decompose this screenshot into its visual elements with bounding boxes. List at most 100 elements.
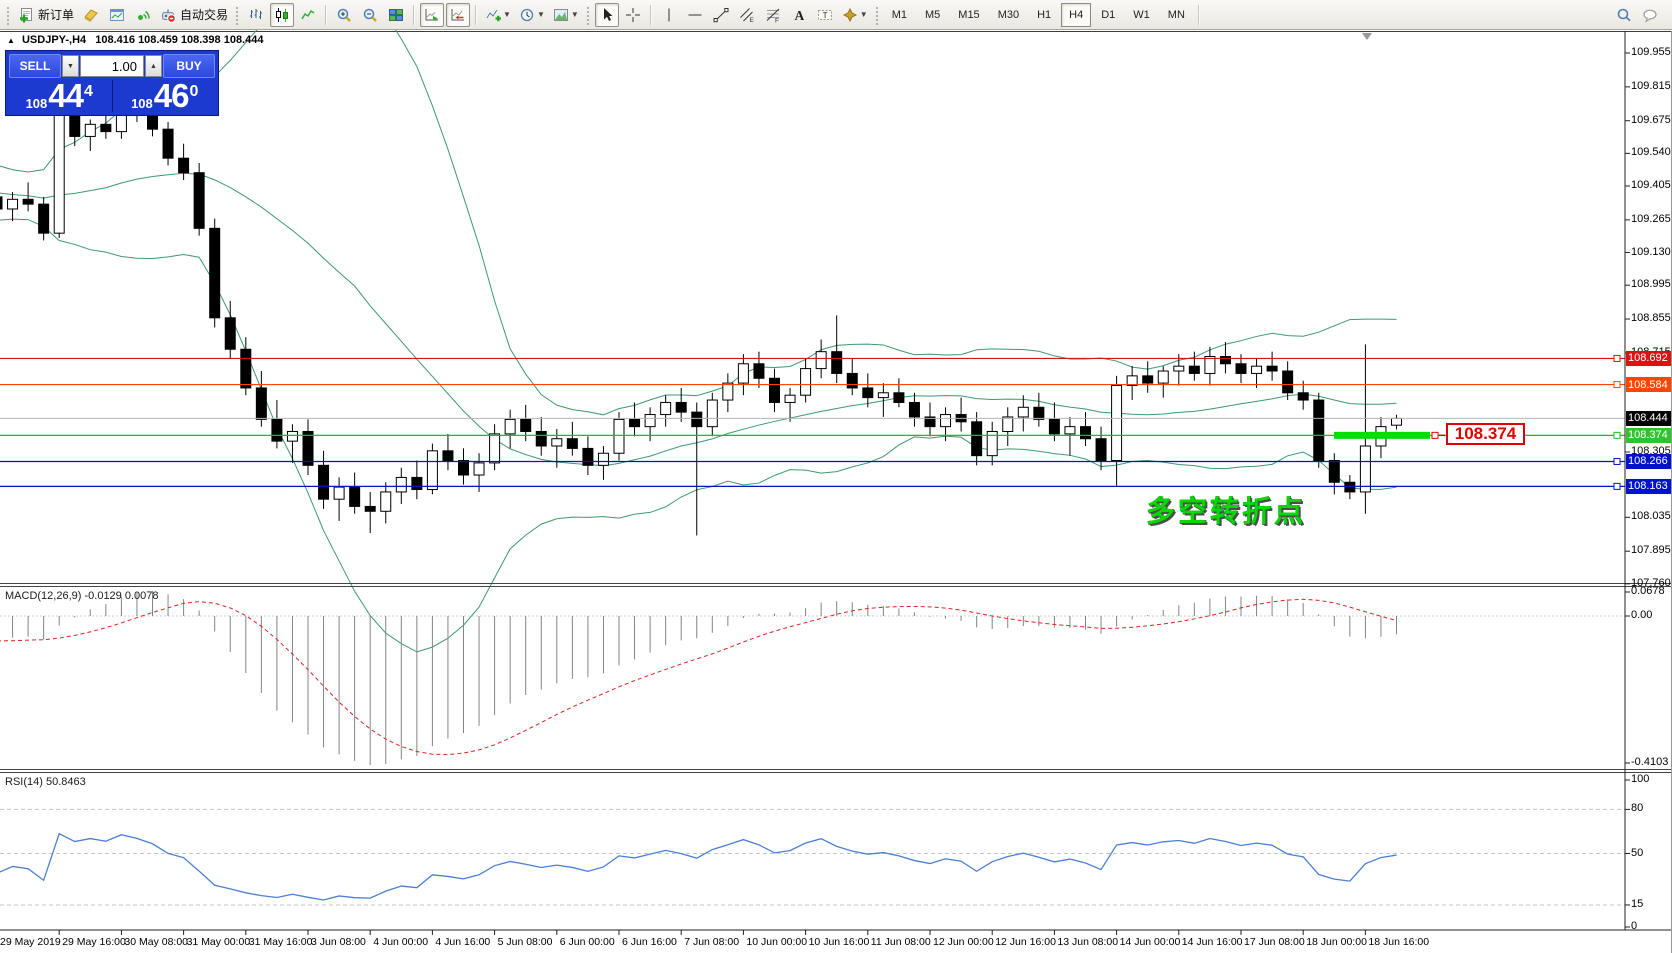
chart-shift-button[interactable] (446, 2, 471, 27)
timeframe-button-m15[interactable]: M15 (958, 8, 980, 21)
collapse-arrow-icon[interactable]: ▲ (7, 36, 15, 45)
candle-body (224, 317, 236, 350)
candle-body (1344, 481, 1356, 493)
candle-body (831, 351, 843, 374)
templates-button[interactable]: ▼ (550, 3, 582, 27)
toolbar-grip-handle[interactable] (584, 4, 590, 25)
price-axis-tick: 108.035 (1631, 510, 1671, 523)
new-order-button[interactable]: 新订单 (15, 3, 77, 27)
autotrading-button[interactable]: 自动交易 (157, 3, 231, 27)
toolbar-grip-handle[interactable] (234, 4, 240, 25)
chart-line-button[interactable] (296, 3, 320, 27)
timeframe-button-h4[interactable]: H4 (1061, 2, 1092, 27)
toolbar-separator (475, 4, 478, 25)
timeframe-button-m5[interactable]: M5 (925, 8, 941, 21)
timeframe-button-d1[interactable]: D1 (1101, 8, 1116, 21)
timeframe-button-h1[interactable]: H1 (1037, 8, 1052, 21)
candle-body (100, 123, 112, 133)
vertical-line-icon (661, 7, 677, 23)
chat-icon (1642, 7, 1658, 23)
chart-window[interactable] (0, 31, 1672, 953)
toolbar-separator (1197, 4, 1200, 25)
highlighted-trendline (1334, 431, 1430, 439)
line-end-marker (1613, 381, 1621, 389)
buy-price[interactable]: 108 46 0 (131, 77, 199, 114)
macd-signal-line (0, 598, 1397, 756)
zoom-in-button[interactable] (332, 3, 356, 27)
signals-button[interactable] (131, 3, 155, 27)
indicators-button[interactable]: ▼ (482, 3, 514, 27)
sell-price[interactable]: 108 44 4 (25, 77, 93, 114)
candle-body (1142, 375, 1154, 384)
volume-input[interactable]: 1.00 (80, 55, 144, 77)
candle-body (473, 462, 485, 476)
candle-body (1173, 365, 1185, 372)
candle-body (38, 203, 50, 234)
arrows-button[interactable]: ▼ (839, 3, 871, 27)
date-label: 18 Jun 00:00 (1306, 936, 1367, 948)
candle-body (784, 394, 796, 403)
periods-button[interactable]: ▼ (516, 3, 548, 27)
crosshair-icon (625, 7, 641, 23)
search-button[interactable] (1612, 3, 1636, 27)
price-axis-tick: 109.955 (1631, 46, 1671, 58)
timeframe-button-m1[interactable]: M1 (891, 8, 907, 21)
toolbar-grip-handle[interactable] (5, 4, 10, 25)
candle-body (286, 430, 298, 442)
sell-button[interactable]: SELL (9, 54, 61, 78)
trendline-price-label[interactable]: 108.374 (1446, 423, 1525, 445)
date-label: 29 May 2019 (0, 936, 61, 948)
candle-body (349, 486, 361, 507)
profile-button[interactable] (105, 3, 129, 27)
candle-body (675, 401, 687, 413)
candle-body (1002, 416, 1014, 432)
timeframe-button-w1[interactable]: W1 (1133, 8, 1150, 21)
auto-scroll-button[interactable] (420, 2, 445, 27)
timeframe-button-m30[interactable]: M30 (997, 8, 1020, 21)
periods-icon (519, 7, 535, 23)
chat-button[interactable] (1638, 3, 1662, 27)
buy-button[interactable]: BUY (163, 54, 215, 78)
candle-body (1266, 365, 1278, 372)
volume-increase-button[interactable]: ▲ (145, 55, 162, 77)
candle-body (971, 421, 983, 457)
date-label: 31 May 16:00 (248, 936, 313, 948)
symbol-info[interactable]: ▲ USDJPY-,H4 108.416 108.459 108.398 108… (7, 34, 263, 46)
trendline-button[interactable] (709, 3, 733, 27)
text-label-button[interactable]: T (813, 3, 837, 27)
chart-candles-button[interactable] (270, 2, 295, 27)
toolbar-grip-handle[interactable] (873, 4, 879, 25)
equidistant-channel-button[interactable]: E (735, 3, 759, 27)
rsi-axis-tick: 0 (1631, 920, 1638, 932)
zoom-out-button[interactable] (358, 3, 382, 27)
text-button[interactable]: A (787, 3, 811, 27)
toolbar-separator (649, 4, 652, 25)
styler-button[interactable] (79, 3, 103, 27)
fibonacci-icon: F (765, 7, 781, 23)
cursor-button[interactable] (594, 2, 619, 27)
horizontal-line-button[interactable] (683, 3, 707, 27)
timeframe-button-mn[interactable]: MN (1167, 8, 1185, 21)
volume-decrease-button[interactable]: ▼ (62, 55, 79, 77)
candle-body (411, 476, 423, 491)
candle-body (1188, 365, 1200, 374)
date-label: 18 Jun 16:00 (1368, 936, 1430, 948)
candle-body (1251, 365, 1263, 374)
candle-body (364, 505, 376, 512)
crosshair-button[interactable] (621, 3, 645, 27)
candle-body (489, 433, 501, 464)
fibonacci-button[interactable]: F (761, 3, 785, 27)
rsi-line (0, 832, 1397, 901)
candle-body (1126, 375, 1138, 387)
chinese-annotation[interactable]: 多空转折点 (1146, 496, 1307, 528)
autotrading-icon (160, 7, 176, 23)
price-tag: 108.444 (1626, 410, 1671, 426)
vertical-line-button[interactable] (657, 3, 681, 27)
candle-body (706, 399, 718, 428)
tile-windows-button[interactable] (384, 3, 408, 27)
svg-text:T: T (822, 9, 827, 19)
chart-bars-button[interactable] (244, 3, 268, 27)
date-label: 10 Jun 16:00 (808, 936, 870, 948)
rsi-axis-tick: 80 (1631, 802, 1644, 815)
